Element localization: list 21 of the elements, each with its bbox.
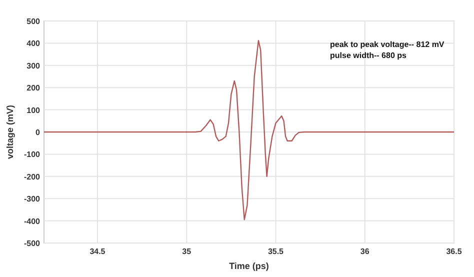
y-tick-label: -400 xyxy=(24,216,41,226)
y-tick-label: 200 xyxy=(26,84,41,93)
x-tick-label: 35 xyxy=(182,247,192,256)
y-tick-label: -300 xyxy=(24,194,41,204)
y-tick-label: -500 xyxy=(24,239,41,248)
annotation: pulse width-- 680 ps xyxy=(330,51,408,60)
y-tick-label: -200 xyxy=(24,172,41,182)
y-tick-label: 100 xyxy=(26,106,41,115)
x-tick-label: 36 xyxy=(360,247,370,256)
x-axis-title: Time (ps) xyxy=(229,261,269,271)
y-tick-label: 0 xyxy=(36,128,41,137)
x-tick-label: 35.5 xyxy=(268,247,284,256)
line-series xyxy=(43,40,455,220)
annotation: peak to peak voltage-- 812 mV xyxy=(330,40,445,49)
y-tick-label: 400 xyxy=(26,39,41,48)
y-tick-label: 500 xyxy=(26,17,41,26)
y-tick-label: 300 xyxy=(26,61,41,70)
x-tick-label: 36.5 xyxy=(446,247,462,256)
x-tick-label: 34.5 xyxy=(90,247,106,256)
y-axis-title: voltage (mV) xyxy=(5,104,15,160)
y-tick-label: -100 xyxy=(24,150,41,160)
